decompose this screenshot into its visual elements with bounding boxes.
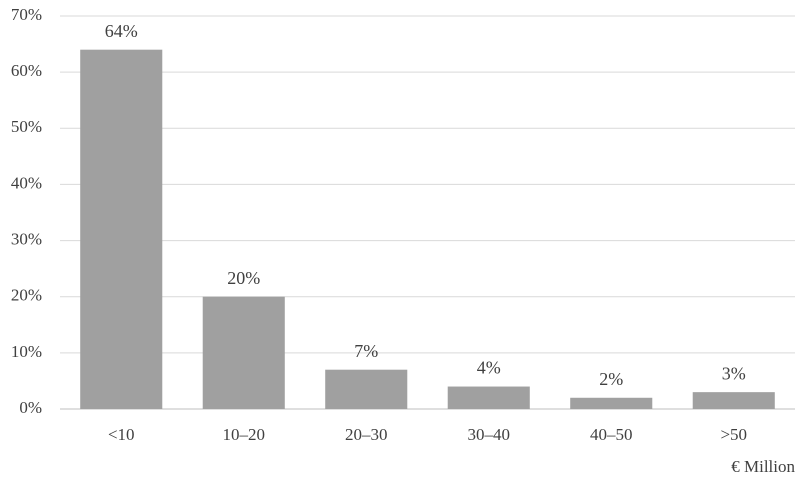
value-label: 64% bbox=[105, 21, 138, 41]
x-tick-label: >50 bbox=[720, 425, 747, 444]
value-label: 7% bbox=[354, 341, 378, 361]
x-tick-label: 40–50 bbox=[590, 425, 633, 444]
bar bbox=[570, 397, 653, 409]
value-label: 4% bbox=[477, 358, 501, 378]
y-tick-label: 40% bbox=[11, 173, 42, 192]
value-label: 3% bbox=[722, 363, 746, 383]
bar bbox=[325, 369, 408, 409]
bar bbox=[80, 49, 163, 409]
x-tick-label: 30–40 bbox=[468, 425, 511, 444]
y-tick-label: 70% bbox=[11, 5, 42, 24]
y-tick-label: 0% bbox=[19, 398, 42, 417]
bar bbox=[202, 296, 285, 409]
y-tick-label: 30% bbox=[11, 229, 42, 248]
x-axis-label: € Million bbox=[731, 457, 795, 476]
value-label: 20% bbox=[227, 268, 260, 288]
bar bbox=[447, 386, 530, 409]
y-tick-label: 50% bbox=[11, 117, 42, 136]
bar bbox=[692, 392, 775, 409]
y-tick-label: 20% bbox=[11, 286, 42, 305]
x-tick-label: <10 bbox=[108, 425, 135, 444]
x-tick-label: 20–30 bbox=[345, 425, 388, 444]
value-label: 2% bbox=[599, 369, 623, 389]
y-tick-label: 60% bbox=[11, 61, 42, 80]
y-tick-label: 10% bbox=[11, 342, 42, 361]
x-tick-label: 10–20 bbox=[223, 425, 266, 444]
